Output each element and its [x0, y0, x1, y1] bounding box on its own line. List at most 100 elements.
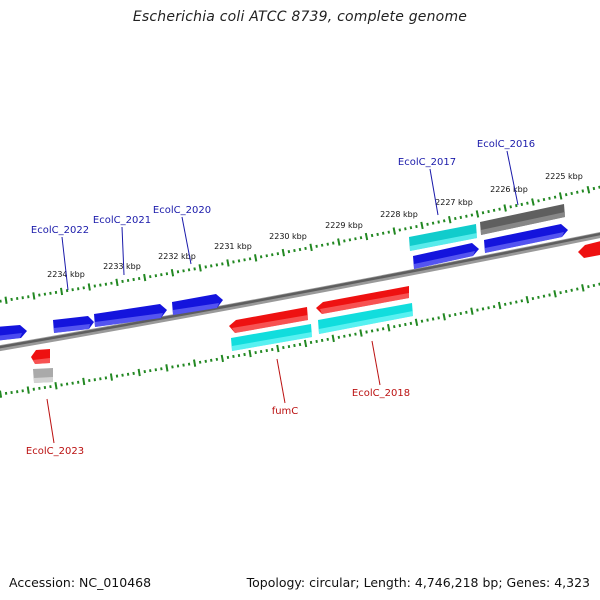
inner-ring-minor-tick — [348, 333, 352, 337]
inner-ring-minor-tick — [182, 363, 185, 367]
inner-ring-minor-tick — [370, 329, 374, 333]
inner-ring-major-tick — [442, 313, 446, 321]
outer-ring-minor-tick — [326, 242, 329, 246]
outer-ring-minor-tick — [570, 191, 573, 196]
inner-ring-minor-tick — [204, 359, 207, 363]
gene-ecolc-2023-gray[interactable] — [33, 368, 53, 383]
outer-ring-minor-tick — [459, 215, 463, 220]
inner-ring-minor-tick — [465, 310, 468, 314]
inner-ring-minor-tick — [481, 307, 485, 311]
inner-ring-minor-tick — [404, 322, 407, 327]
outer-ring-minor-tick — [498, 207, 501, 211]
gene-label-ecolc-2017[interactable]: EcolC_2017 — [398, 157, 456, 168]
outer-ring-minor-tick — [259, 255, 263, 259]
outer-ring-minor-tick — [215, 263, 219, 267]
gene-ecolc-2018-red[interactable] — [316, 286, 409, 314]
gene-ecolc-2023-red[interactable] — [31, 349, 50, 364]
outer-ring-minor-tick — [542, 197, 546, 202]
gene-label-leader-line — [276, 358, 286, 404]
gene-fumc-cyan[interactable] — [231, 324, 312, 351]
gene-label-leader-line — [61, 236, 69, 291]
inner-ring-minor-tick — [509, 301, 512, 305]
gene-label-ecolc-2022[interactable]: EcolC_2022 — [31, 225, 89, 236]
gene-ecolc-2017-cyan[interactable] — [409, 224, 477, 251]
outer-ring-major-tick — [32, 292, 36, 300]
outer-ring-minor-tick — [354, 237, 357, 241]
gene-label-leader-line — [371, 340, 381, 386]
inner-ring-minor-tick — [559, 291, 562, 295]
scale-tick-label: 2229 kbp — [325, 221, 363, 230]
outer-ring-minor-tick — [304, 246, 307, 250]
outer-ring-major-tick — [115, 278, 119, 287]
inner-ring-minor-tick — [365, 330, 368, 334]
inner-ring-major-tick — [165, 364, 169, 372]
inner-ring-minor-tick — [343, 334, 346, 338]
gene-ecolc-2022[interactable] — [53, 316, 94, 333]
outer-ring-major-tick — [420, 221, 424, 230]
gene-label-leader-line — [46, 398, 55, 444]
inner-ring-minor-tick — [293, 343, 296, 348]
inner-ring-minor-tick — [254, 351, 257, 355]
outer-ring-minor-tick — [204, 265, 207, 269]
gene-ecolc-2017-blue[interactable] — [413, 243, 479, 269]
inner-ring-minor-tick — [492, 305, 496, 309]
outer-ring-minor-tick — [49, 291, 52, 295]
inner-ring-major-tick — [387, 324, 391, 332]
outer-ring-minor-tick — [509, 205, 512, 209]
inner-ring-minor-tick — [326, 337, 329, 341]
gene-ecolc-2020[interactable] — [172, 294, 223, 315]
gene-red-right-edge[interactable] — [578, 240, 600, 258]
outer-ring-minor-tick — [376, 232, 379, 236]
outer-ring-minor-tick — [243, 258, 246, 262]
inner-ring-major-tick — [137, 368, 141, 377]
outer-ring-minor-tick — [182, 269, 185, 273]
outer-ring-minor-tick — [210, 264, 213, 268]
gene-label-leader-line — [429, 168, 439, 216]
gene-label-fumc[interactable]: fumC — [272, 406, 299, 417]
outer-ring-minor-tick — [581, 189, 585, 193]
inner-ring-minor-tick — [265, 349, 268, 353]
inner-ring-minor-tick — [576, 287, 579, 291]
inner-ring-major-tick — [331, 334, 335, 343]
outer-ring-minor-tick — [343, 239, 346, 243]
inner-ring-major-tick — [248, 349, 252, 358]
outer-ring-minor-tick — [515, 203, 518, 208]
outer-ring-major-tick — [337, 238, 341, 246]
outer-ring-minor-tick — [221, 262, 224, 266]
outer-ring-major-tick — [531, 198, 535, 206]
inner-ring-minor-tick — [393, 325, 396, 329]
inner-ring-minor-tick — [171, 365, 174, 369]
gene-label-ecolc-2016[interactable]: EcolC_2016 — [477, 139, 535, 150]
outer-ring-minor-tick — [271, 253, 274, 257]
inner-ring-minor-tick — [315, 339, 318, 343]
gene-blue-left-edge[interactable] — [0, 325, 27, 341]
gene-label-ecolc-2020[interactable]: EcolC_2020 — [153, 205, 211, 216]
inner-ring-minor-tick — [420, 319, 424, 323]
scale-tick-label: 2227 kbp — [435, 198, 473, 207]
inner-ring-minor-tick — [459, 311, 463, 316]
outer-ring-minor-tick — [381, 231, 385, 235]
scale-tick-label: 2228 kbp — [380, 210, 418, 219]
scale-tick-label: 2232 kbp — [158, 252, 196, 261]
outer-ring-minor-tick — [404, 227, 407, 231]
gene-ecolc-2018-cyan[interactable] — [318, 303, 413, 334]
inner-ring-major-tick — [581, 284, 585, 292]
gene-ecolc-2021[interactable] — [94, 304, 167, 327]
gene-ecolc-2016-blue[interactable] — [484, 224, 568, 253]
inner-ring-minor-tick — [271, 348, 274, 352]
gene-ecolc-2016-gray[interactable] — [480, 204, 565, 235]
inner-ring-minor-tick — [487, 306, 490, 310]
outer-ring-minor-tick — [398, 228, 402, 232]
outer-ring-minor-tick — [265, 254, 268, 258]
outer-ring-minor-tick — [71, 288, 74, 292]
inner-ring-minor-tick — [592, 283, 596, 288]
scale-tick-label: 2231 kbp — [214, 242, 252, 251]
scale-tick-label: 2230 kbp — [269, 232, 307, 241]
gene-fumc[interactable] — [229, 307, 308, 333]
gene-label-ecolc-2018[interactable]: EcolC_2018 — [352, 388, 410, 399]
accession-text: Accession: NC_010468 — [9, 575, 152, 590]
outer-ring-major-tick — [4, 296, 8, 304]
gene-label-ecolc-2023[interactable]: EcolC_2023 — [26, 446, 84, 457]
outer-ring-minor-tick — [187, 268, 191, 272]
gene-label-ecolc-2021[interactable]: EcolC_2021 — [93, 215, 151, 226]
